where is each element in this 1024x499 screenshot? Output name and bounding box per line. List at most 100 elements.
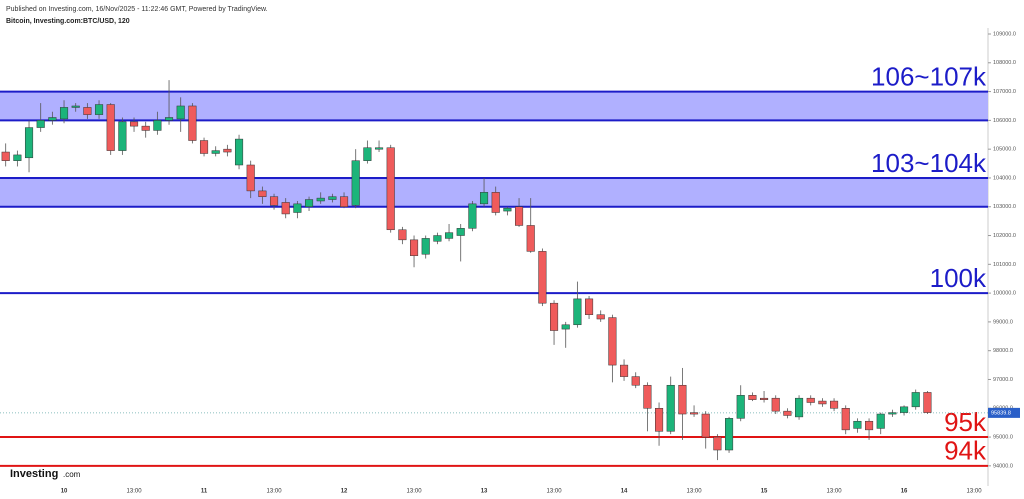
x-tick-label: 10 [61,489,68,495]
candle-body [491,192,500,213]
candle-body [585,298,594,315]
candle-body [573,298,582,326]
x-tick-label: 13:00 [967,489,983,495]
candle-body [783,410,792,416]
candle-body [106,104,115,151]
candle-body [713,436,722,451]
candle-body [71,105,80,108]
candle-body [841,408,850,431]
candle-body [386,147,395,231]
candle-body [620,364,629,377]
candle-body [514,206,524,226]
y-tick-label: 106000.0 [993,118,1016,124]
x-tick-label: 16 [901,489,908,495]
x-tick-label: 13 [481,489,488,495]
candle-body [223,148,232,153]
x-tick-label: 15 [761,489,768,495]
candle-body [48,117,57,121]
candle-body [549,302,559,331]
candle-body [13,154,22,161]
x-tick-label: 13:00 [827,489,843,495]
candle-body [83,107,92,115]
candle-body [94,104,104,115]
y-tick-label: 98000.0 [993,348,1013,354]
y-tick-label: 107000.0 [993,89,1016,95]
candle-body [176,105,185,120]
candle-body [398,229,407,241]
candle-body [690,412,699,415]
candle-body [503,207,512,212]
candle-body [666,384,675,432]
candle-body [293,203,302,213]
x-tick-label: 13:00 [407,489,423,495]
y-tick-label: 104000.0 [993,175,1016,181]
candle-body [304,199,314,207]
y-tick-label: 100000.0 [993,291,1016,297]
y-tick-label: 108000.0 [993,60,1016,66]
zone-label: 103~104k [871,148,987,178]
candle-body [853,420,862,429]
candle-body [526,225,535,252]
y-tick-label: 109000.0 [993,31,1016,37]
candle-body [701,413,710,438]
zone-band [0,91,988,121]
last-price-box [988,407,1020,418]
level-label: 94k [944,436,987,466]
y-tick-label: 99000.0 [993,319,1013,325]
y-tick-label: 105000.0 [993,147,1016,153]
candle-body [363,147,372,161]
symbol-title: Bitcoin, Investing.com:BTC/USD, 120 [6,18,130,25]
candle-body [164,117,174,121]
x-tick-label: 11 [201,489,208,495]
candle-body [725,418,734,451]
candle-body [316,197,325,202]
last-price-label: 95839.8 [991,410,1011,416]
candle-body [596,314,605,320]
candle-body [339,196,349,207]
candle-body [795,397,804,418]
candle-body [24,127,34,159]
candle-body [468,203,477,229]
candle-body [153,120,162,131]
logo: Investing [10,468,58,480]
candle-body [818,400,827,405]
candle-body [374,147,384,150]
candle-body [36,120,45,128]
candle-body [246,164,255,192]
candle-body [433,235,442,242]
logo-suffix: .com [63,470,81,479]
candle-body [479,192,489,205]
candle-body [409,239,419,256]
y-tick-label: 97000.0 [993,377,1013,383]
candle-body [211,150,220,154]
candle-body [643,384,652,409]
x-tick-label: 13:00 [687,489,703,495]
candle-body [281,202,290,215]
candle-body [748,395,757,400]
candle-body [888,412,897,415]
candle-body [269,196,279,206]
level-label: 100k [930,263,987,293]
y-tick-label: 101000.0 [993,262,1016,268]
y-tick-label: 95000.0 [993,435,1013,441]
x-tick-label: 12 [341,489,348,495]
candle-body [328,196,337,200]
candle-body [351,160,360,206]
y-tick-label: 103000.0 [993,204,1016,210]
candle-body [456,228,465,236]
candle-body [678,384,687,415]
candle-body [1,151,10,161]
x-tick-label: 13:00 [127,489,143,495]
y-tick-label: 102000.0 [993,233,1016,239]
y-tick-label: 94000.0 [993,463,1013,469]
candle-body [59,107,69,120]
candle-body [258,190,267,197]
candle-body [900,406,909,413]
candle-body [561,324,570,330]
candle-body [865,420,874,431]
candle-body [608,317,617,366]
candle-body [736,395,745,419]
x-tick-label: 13:00 [547,489,563,495]
candle-body [876,413,885,429]
